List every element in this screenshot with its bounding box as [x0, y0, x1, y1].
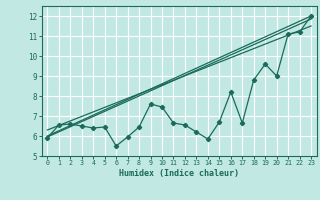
X-axis label: Humidex (Indice chaleur): Humidex (Indice chaleur) — [119, 169, 239, 178]
